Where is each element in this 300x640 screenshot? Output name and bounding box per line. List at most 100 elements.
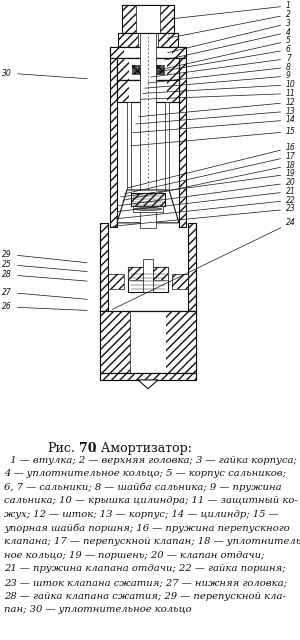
Bar [172, 47, 186, 58]
Bar [100, 310, 196, 372]
Bar [128, 267, 168, 292]
Bar [117, 81, 129, 102]
Text: 4: 4 [165, 28, 291, 60]
Text: 70: 70 [79, 442, 97, 456]
Text: 23 — шток клапана сжатия; 27 — нижняя головка;: 23 — шток клапана сжатия; 27 — нижняя го… [4, 578, 287, 587]
Bar [117, 58, 179, 81]
Text: 22: 22 [115, 196, 296, 219]
Text: 30: 30 [2, 68, 87, 79]
Bar [143, 259, 153, 292]
Bar [167, 81, 179, 102]
Text: 5: 5 [165, 36, 291, 69]
Bar [117, 81, 179, 102]
Text: 17: 17 [125, 152, 296, 194]
Text: 16: 16 [128, 143, 296, 188]
Text: 19: 19 [121, 170, 296, 197]
Bar [118, 33, 178, 47]
Bar [167, 81, 179, 102]
Bar [100, 372, 196, 380]
Bar [110, 58, 117, 227]
Text: ное кольцо; 19 — поршень; 20 — клапан отдачи;: ное кольцо; 19 — поршень; 20 — клапан от… [4, 551, 265, 560]
Text: 6: 6 [158, 45, 291, 72]
Bar [138, 33, 158, 47]
Text: 1: 1 [173, 1, 291, 19]
Text: 4 — уплотнительное кольцо; 5 — корпус сальников;: 4 — уплотнительное кольцо; 5 — корпус са… [4, 469, 286, 478]
Text: 28 — гайка клапана сжатия; 29 — перепускной кла-: 28 — гайка клапана сжатия; 29 — перепуск… [4, 591, 286, 600]
Polygon shape [138, 380, 158, 388]
Bar [117, 58, 129, 81]
Bar [110, 47, 186, 58]
Bar [133, 206, 163, 212]
Text: 25: 25 [2, 260, 87, 271]
Bar [188, 223, 196, 310]
Bar [131, 193, 165, 206]
Bar [110, 58, 117, 227]
Text: жух; 12 — шток; 13 — корпус; 14 — цилиндр; 15 —: жух; 12 — шток; 13 — корпус; 14 — цилинд… [4, 510, 279, 519]
Bar [156, 65, 164, 74]
Text: 7: 7 [151, 54, 291, 77]
Text: 14: 14 [133, 115, 296, 132]
Text: упорная шайба поршня; 16 — пружина перепускного: упорная шайба поршня; 16 — пружина переп… [4, 524, 290, 533]
Bar [188, 223, 196, 310]
Text: сальника; 10 — крышка цилиндра; 11 — защитный ко-: сальника; 10 — крышка цилиндра; 11 — защ… [4, 497, 298, 506]
Bar [100, 223, 108, 310]
Text: 11: 11 [141, 89, 296, 99]
Bar [165, 102, 169, 212]
Bar [140, 33, 156, 190]
Text: 15: 15 [131, 127, 296, 146]
Text: 3: 3 [168, 19, 291, 52]
Text: 23: 23 [113, 204, 296, 226]
Bar [122, 5, 174, 33]
Bar [127, 102, 131, 212]
Text: 21 — пружина клапана отдачи; 22 — гайка поршня;: 21 — пружина клапана отдачи; 22 — гайка … [4, 564, 286, 573]
Text: 8: 8 [148, 63, 291, 83]
Bar [140, 74, 156, 78]
Bar [100, 310, 130, 372]
Bar [108, 274, 124, 289]
Bar [100, 372, 196, 380]
Bar [136, 5, 160, 33]
Text: 20: 20 [119, 178, 296, 205]
Bar [130, 310, 166, 372]
Bar [100, 223, 108, 310]
Bar [100, 310, 196, 372]
Text: 18: 18 [123, 161, 296, 200]
Text: 12: 12 [139, 98, 296, 116]
Text: . Амортизатор:: . Амортизатор: [93, 442, 192, 456]
Polygon shape [117, 190, 179, 223]
Bar [110, 47, 124, 58]
Ellipse shape [134, 207, 162, 211]
Bar [179, 58, 186, 227]
Bar [131, 193, 165, 206]
Bar [140, 206, 156, 228]
Text: 21: 21 [117, 187, 296, 212]
Bar [167, 58, 179, 81]
Bar [117, 58, 179, 81]
Bar [172, 274, 188, 289]
Bar [110, 47, 186, 58]
Bar [118, 33, 178, 47]
Bar [100, 310, 196, 372]
Bar [100, 310, 130, 372]
Text: Рис.: Рис. [47, 442, 75, 456]
Text: 13: 13 [136, 107, 296, 124]
Bar [132, 65, 140, 74]
Bar [100, 372, 196, 380]
Bar [166, 310, 196, 372]
Bar [108, 274, 124, 289]
Text: 29: 29 [2, 250, 87, 263]
Bar [172, 274, 188, 289]
Bar [117, 81, 129, 102]
Bar [172, 47, 186, 58]
Bar [167, 58, 179, 81]
Bar [166, 310, 196, 372]
Text: пан; 30 — уплотнительное кольцо: пан; 30 — уплотнительное кольцо [4, 605, 192, 614]
Bar [128, 268, 168, 280]
Bar [122, 5, 174, 33]
Bar [128, 268, 168, 280]
Text: 9: 9 [145, 72, 291, 88]
Bar [117, 58, 129, 81]
Text: клапана; 17 — перепускной клапан; 18 — уплотнитель-: клапана; 17 — перепускной клапан; 18 — у… [4, 537, 300, 546]
Text: 6, 7 — сальники; 8 — шайба сальника; 9 — пружина: 6, 7 — сальники; 8 — шайба сальника; 9 —… [4, 483, 282, 492]
Text: 2: 2 [168, 10, 291, 38]
